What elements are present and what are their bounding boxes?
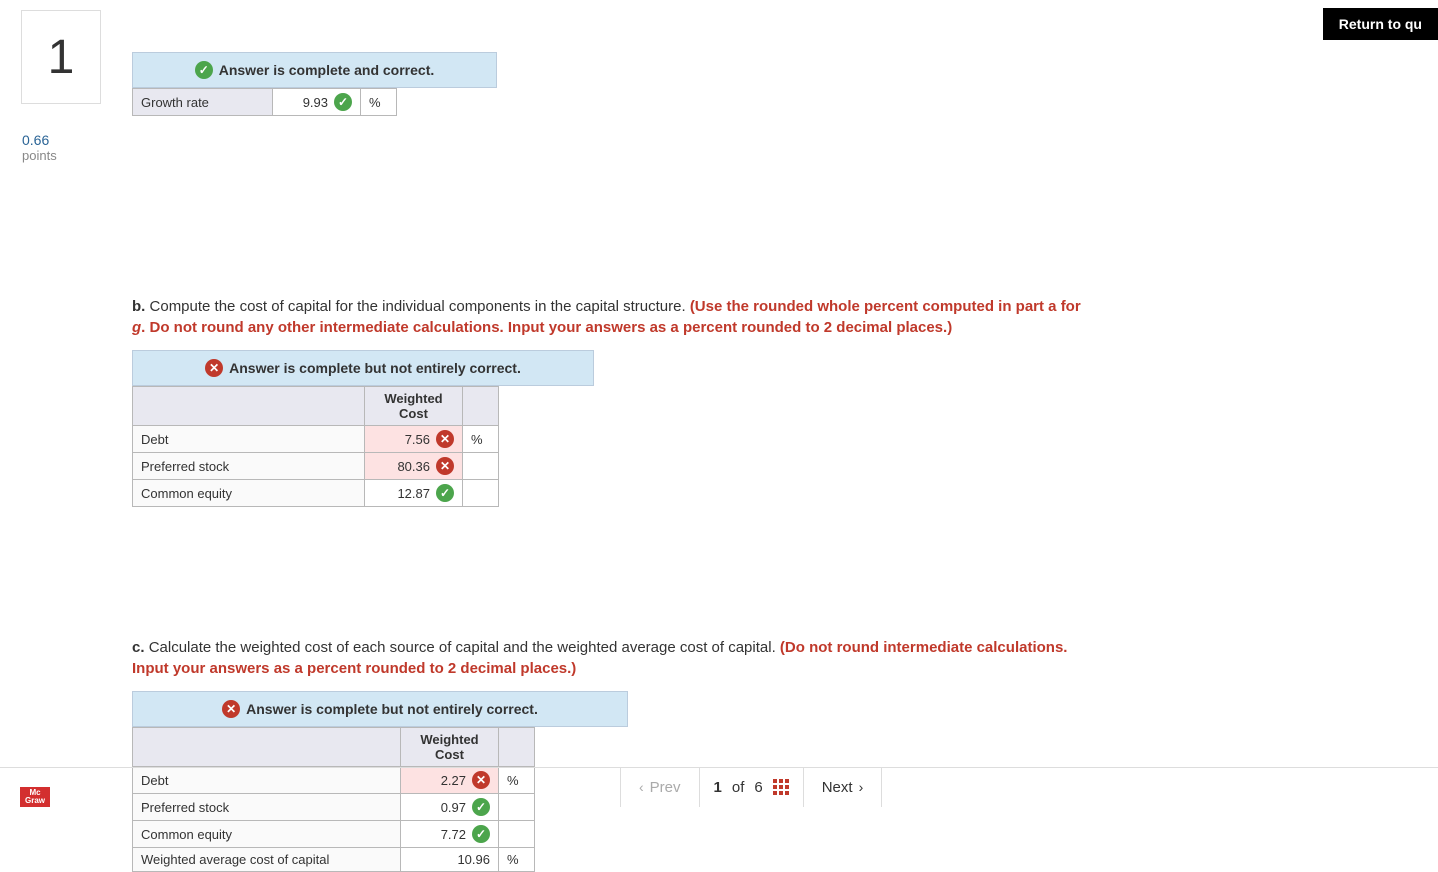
c-common-equity-value-cell: 7.72 ✓ [401,821,499,848]
blank-unit-header [463,387,499,426]
part-c-label: c. [132,639,145,656]
points-block: 0.66 points [22,132,57,163]
growth-rate-value-cell: 9.93 ✓ [273,89,361,116]
chevron-right-icon: › [859,779,864,795]
check-circle-icon: ✓ [472,825,490,843]
table-row: Common equity 7.72 ✓ [133,821,535,848]
table-row: Common equity 12.87 ✓ [133,480,499,507]
check-circle-icon: ✓ [436,484,454,502]
x-circle-icon: ✕ [222,700,240,718]
preferred-stock-value: 80.36 [397,459,430,474]
part-b-banner-text: Answer is complete but not entirely corr… [229,360,521,376]
c-common-equity-label: Common equity [133,821,401,848]
growth-rate-label: Growth rate [133,89,273,116]
page-of: of [732,779,745,796]
return-button-label: Return to qu [1339,16,1422,32]
part-c-banner: ✕ Answer is complete but not entirely co… [132,691,628,727]
table-row: Debt 7.56 ✕ % [133,426,499,453]
c-wacc-value: 10.96 [457,852,490,867]
footer-nav: ‹ Prev 1 of 6 Next › [620,767,882,807]
preferred-stock-label: Preferred stock [133,453,365,480]
part-c-banner-text: Answer is complete but not entirely corr… [246,701,538,717]
c-wacc-label: Weighted average cost of capital [133,848,401,872]
question-number-box: 1 [21,10,101,104]
common-equity-label: Common equity [133,480,365,507]
check-circle-icon: ✓ [195,61,213,79]
common-equity-value: 12.87 [397,486,430,501]
c-wacc-unit: % [499,848,535,872]
page-current: 1 [714,779,722,796]
prev-button[interactable]: ‹ Prev [620,767,699,807]
grid-icon[interactable] [773,779,789,795]
preferred-stock-unit [463,453,499,480]
preferred-stock-value-cell: 80.36 ✕ [365,453,463,480]
return-to-question-button[interactable]: Return to qu [1323,8,1438,40]
debt-unit: % [463,426,499,453]
mcgraw-logo: Mc Graw [20,787,50,807]
part-b-section: b. Compute the cost of capital for the i… [132,296,1092,507]
question-number: 1 [48,30,75,85]
part-b-banner: ✕ Answer is complete but not entirely co… [132,350,594,386]
c-wacc-value-cell: 10.96 [401,848,499,872]
page-indicator: 1 of 6 [699,767,803,807]
part-a-banner: ✓ Answer is complete and correct. [132,52,497,88]
part-b-text: Compute the cost of capital for the indi… [150,298,690,315]
common-equity-unit [463,480,499,507]
blank-header [133,728,401,767]
part-c-text: Calculate the weighted cost of each sour… [149,639,780,656]
part-c-prompt: c. Calculate the weighted cost of each s… [132,637,1092,679]
x-circle-icon: ✕ [436,430,454,448]
weighted-cost-header: Weighted Cost [401,728,499,767]
part-b-label: b. [132,298,145,315]
debt-value: 7.56 [405,432,430,447]
weighted-cost-header: Weighted Cost [365,387,463,426]
next-label: Next [822,779,853,796]
points-value: 0.66 [22,132,57,148]
blank-header [133,387,365,426]
table-header-row: Weighted Cost [133,387,499,426]
common-equity-value-cell: 12.87 ✓ [365,480,463,507]
c-common-equity-value: 7.72 [441,827,466,842]
table-row: Preferred stock 80.36 ✕ [133,453,499,480]
growth-rate-unit: % [361,89,397,116]
page-total: 6 [754,779,762,796]
check-circle-icon: ✓ [334,93,352,111]
next-button[interactable]: Next › [803,767,883,807]
c-common-equity-unit [499,821,535,848]
table-header-row: Weighted Cost [133,728,535,767]
part-b-prompt: b. Compute the cost of capital for the i… [132,296,1092,338]
x-circle-icon: ✕ [436,457,454,475]
debt-value-cell: 7.56 ✕ [365,426,463,453]
part-c-section: c. Calculate the weighted cost of each s… [132,637,1092,872]
part-b-table: Weighted Cost Debt 7.56 ✕ % Preferred st… [132,386,499,507]
table-row: Growth rate 9.93 ✓ % [133,89,397,116]
part-a-table: Growth rate 9.93 ✓ % [132,88,397,116]
points-label: points [22,148,57,163]
footer-bar: Mc Graw ‹ Prev 1 of 6 Next › [0,767,1438,807]
table-row: Weighted average cost of capital 10.96 % [133,848,535,872]
growth-rate-value: 9.93 [303,95,328,110]
x-circle-icon: ✕ [205,359,223,377]
debt-label: Debt [133,426,365,453]
question-content: ✓ Answer is complete and correct. Growth… [132,52,1092,872]
chevron-left-icon: ‹ [639,779,644,795]
blank-unit-header [499,728,535,767]
part-a-banner-text: Answer is complete and correct. [219,62,435,78]
prev-label: Prev [650,779,681,796]
